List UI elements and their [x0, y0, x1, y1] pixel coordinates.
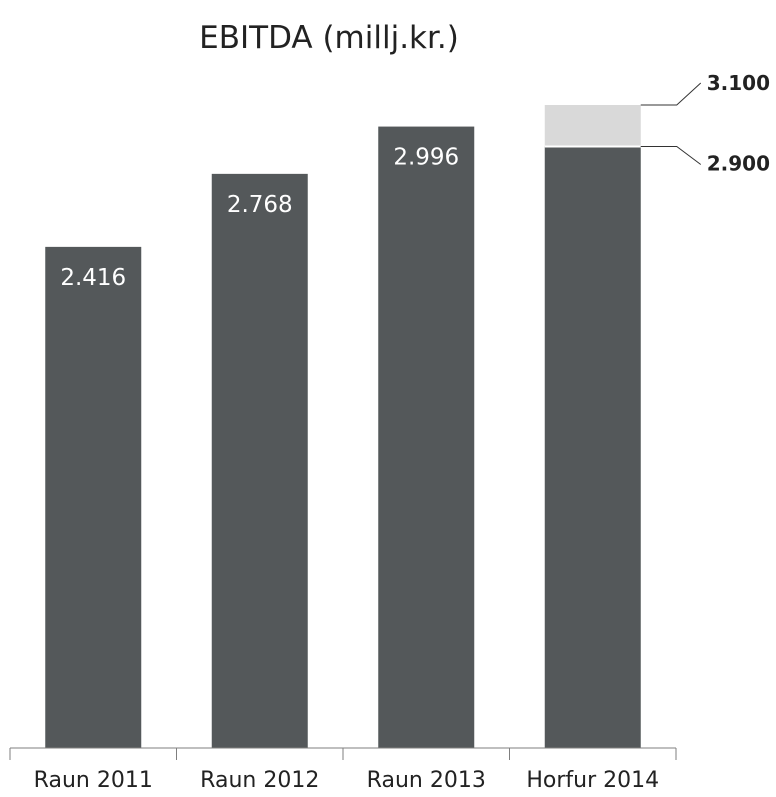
value-label-3: 2.996 — [393, 145, 459, 171]
value-labels: 2.416 2.768 2.996 — [60, 145, 459, 291]
bar-1 — [45, 246, 142, 749]
bar-2 — [211, 173, 308, 748]
bars — [45, 126, 641, 749]
x-axis — [9, 747, 677, 760]
forecast-range: 3.100 2.900 — [544, 71, 770, 175]
range-low-label: 2.900 — [707, 151, 770, 175]
category-label-3: Raun 2013 — [367, 768, 486, 793]
range-high-leader — [640, 82, 702, 106]
range-high-label: 3.100 — [707, 71, 770, 95]
value-label-2: 2.768 — [227, 192, 293, 218]
category-label-2: Raun 2012 — [200, 768, 319, 793]
category-label-4: Horfur 2014 — [526, 768, 659, 793]
range-low-leader — [640, 145, 702, 165]
forecast-range-segment — [544, 105, 641, 147]
chart-title: EBITDA (millj.kr.) — [199, 20, 459, 56]
category-label-1: Raun 2011 — [34, 768, 153, 793]
value-label-1: 2.416 — [60, 265, 126, 291]
bar-3 — [378, 126, 475, 749]
bar-4 — [544, 146, 641, 748]
category-labels: Raun 2011 Raun 2012 Raun 2013 Horfur 2014 — [34, 768, 659, 793]
